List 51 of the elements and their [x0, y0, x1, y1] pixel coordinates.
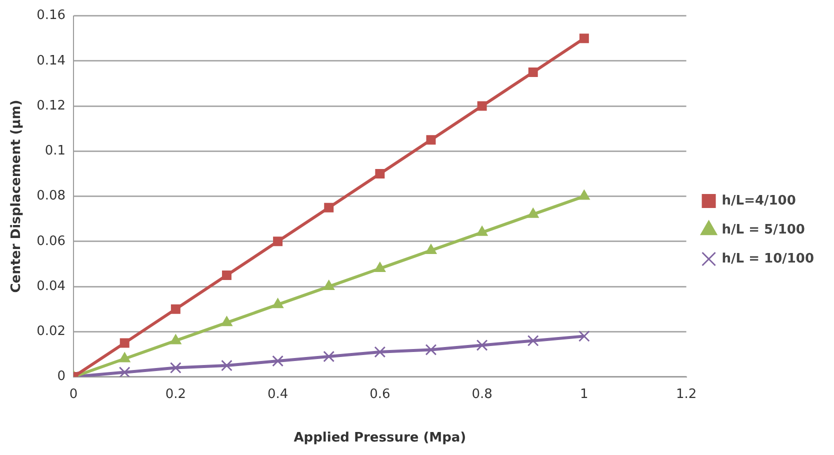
point	[476, 340, 488, 351]
point	[170, 334, 182, 344]
y-tick-label: 0	[57, 369, 66, 384]
point	[323, 280, 335, 290]
point	[375, 168, 385, 178]
y-tick-label: 0.16	[36, 8, 66, 24]
x-tick-label: 0.4	[267, 386, 288, 402]
point	[221, 316, 232, 326]
point	[374, 346, 386, 358]
point	[476, 226, 488, 236]
x-tick-label: 0	[69, 386, 78, 402]
y-tick-label: 0.06	[36, 234, 66, 249]
x-tick-label: 0.8	[472, 386, 492, 402]
point	[170, 304, 180, 314]
point	[222, 270, 232, 280]
point	[170, 362, 182, 374]
point	[425, 344, 437, 356]
x-tick-label: 1	[580, 386, 588, 402]
point	[221, 360, 232, 372]
point	[425, 244, 437, 254]
x-axis-title: Applied Pressure (Mpa)	[294, 430, 466, 446]
y-tick-label: 0.14	[36, 53, 66, 68]
y-tick-label: 0.1	[44, 144, 66, 159]
point	[324, 202, 334, 212]
y-tick-label: 0.08	[36, 188, 66, 204]
y-tick-label: 0.02	[36, 324, 66, 340]
point	[273, 236, 283, 246]
point	[374, 262, 386, 272]
point	[579, 34, 589, 44]
point	[527, 335, 539, 346]
point	[426, 135, 436, 145]
point	[477, 101, 487, 111]
legend-label: h/L=4/100	[722, 193, 796, 208]
y-axis-title: Center Displacement (µm)	[9, 100, 24, 293]
point	[323, 350, 335, 362]
y-tick-label: 0.12	[36, 98, 66, 114]
point	[118, 352, 130, 362]
point	[272, 355, 284, 367]
legend-label: h/L = 10/100	[722, 251, 814, 266]
point	[578, 190, 590, 200]
x-tick-label: 0.6	[370, 386, 390, 402]
point	[272, 298, 284, 308]
x-tick-label: 0.2	[165, 386, 186, 402]
point	[120, 338, 130, 348]
y-tick-label: 0.04	[36, 278, 66, 294]
legend-label: h/L = 5/100	[722, 222, 805, 238]
point	[578, 330, 590, 342]
point	[528, 67, 538, 77]
point	[527, 208, 539, 218]
point	[118, 366, 130, 377]
x-tick-label: 1.2	[676, 386, 697, 402]
